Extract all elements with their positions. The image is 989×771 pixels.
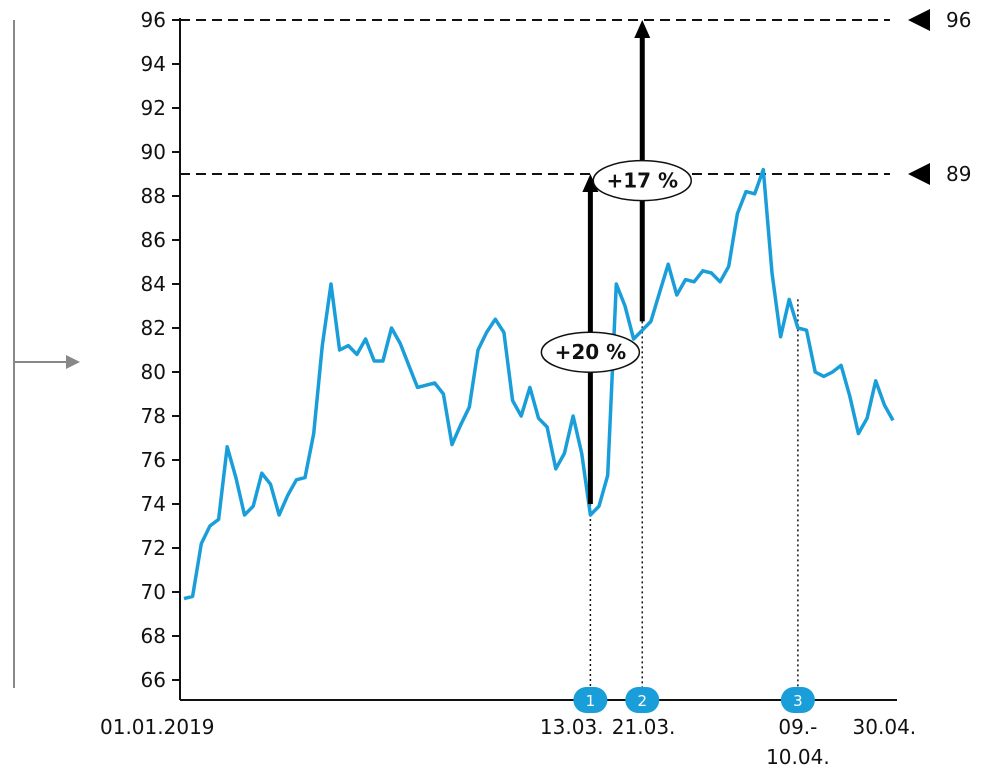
- arrow-label-bubble: [592, 159, 693, 202]
- marker-badge-2: [625, 687, 660, 713]
- reference-label-96: 96: [946, 8, 971, 32]
- x-tick-label-line2: 10.04.: [766, 745, 830, 769]
- y-tick-label: 88: [141, 184, 166, 208]
- marker-number-1: 1: [586, 692, 596, 710]
- y-tick-label: 72: [141, 536, 166, 560]
- y-tick-label: 68: [141, 624, 166, 648]
- reference-label-89: 89: [946, 162, 971, 186]
- y-tick-label: 78: [141, 404, 166, 428]
- y-tick-label: 82: [141, 316, 166, 340]
- y-tick-label: 86: [141, 228, 166, 252]
- marker-badge-3: [780, 687, 815, 713]
- marker-number-3: 3: [793, 692, 803, 710]
- marker-number-2: 2: [637, 692, 647, 710]
- arrow-head: [634, 20, 651, 38]
- arrow-label-bubble: [540, 331, 641, 373]
- x-tick-label: 21.03.: [612, 715, 676, 739]
- reference-pointer-96: [908, 9, 930, 31]
- y-tick-label: 76: [141, 448, 166, 472]
- x-tick-label: 13.03.: [540, 715, 604, 739]
- y-tick-label: 96: [141, 8, 166, 32]
- marker-badge-1: [573, 687, 608, 713]
- y-tick-label: 94: [141, 52, 166, 76]
- series-line: [183, 167, 895, 601]
- y-tick-label: 92: [141, 96, 166, 120]
- reference-pointer-89: [908, 163, 930, 185]
- y-tick-label: 90: [141, 140, 166, 164]
- arrow-label: +20 %: [555, 340, 627, 364]
- y-tick-label: 66: [141, 668, 166, 692]
- x-tick-label: 30.04.: [853, 715, 917, 739]
- y-tick-label: 80: [141, 360, 166, 384]
- left-arrow-head: [66, 355, 80, 369]
- y-tick-label: 70: [141, 580, 166, 604]
- y-tick-label: 84: [141, 272, 166, 296]
- x-tick-label: 09.-: [778, 715, 817, 739]
- y-tick-label: 74: [141, 492, 166, 516]
- arrow-head: [582, 174, 599, 192]
- arrow-label: +17 %: [606, 169, 678, 193]
- x-tick-label: 01.01.2019: [100, 715, 215, 739]
